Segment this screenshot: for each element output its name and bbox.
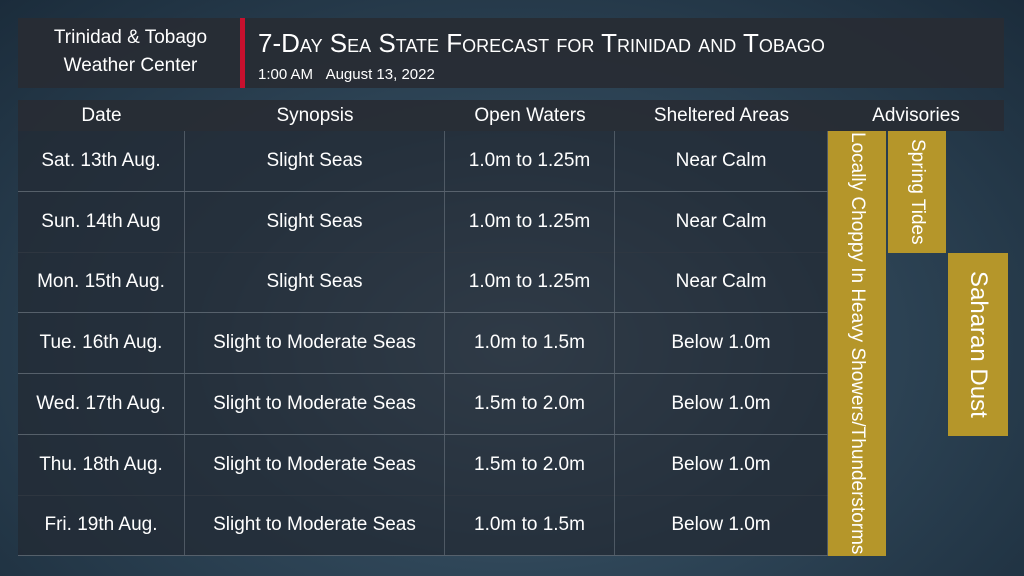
- table-cell: 1.5m to 2.0m: [445, 434, 615, 495]
- table-cell: Slight to Moderate Seas: [185, 313, 445, 374]
- table-cell: Mon. 15th Aug.: [18, 252, 185, 313]
- table-row: Tue. 16th Aug. Slight to Moderate Seas 1.0…: [18, 313, 828, 375]
- column-header: Sheltered Areas: [653, 104, 790, 126]
- table-row: Fri. 19th Aug. Slight to Moderate Seas 1.0…: [18, 495, 828, 557]
- table-header: Date Synopsis Open Waters Sheltered Areas Ad…: [18, 100, 1004, 131]
- table-cell: 1.0m to 1.5m: [445, 313, 615, 374]
- table-cell: Below 1.0m: [615, 373, 828, 434]
- advisory: Spring Tides: [888, 131, 946, 253]
- table-cell: Slight to Moderate Seas: [185, 373, 445, 434]
- table-cell: Wed. 17th Aug.: [18, 373, 185, 434]
- org-line: Trinidad & Tobago: [53, 27, 208, 48]
- table-cell: Below 1.0m: [615, 313, 828, 374]
- table-row: Thu. 18th Aug. Slight to Moderate Seas 1.5…: [18, 434, 828, 496]
- table-row: Wed. 17th Aug. Slight to Moderate Seas 1.5…: [18, 373, 828, 435]
- table-cell: Near Calm: [615, 131, 828, 191]
- table-cell: Near Calm: [615, 191, 828, 252]
- table-cell: Below 1.0m: [615, 495, 828, 556]
- table-cell: Tue. 16th Aug.: [18, 313, 185, 374]
- table-cell: Below 1.0m: [615, 434, 828, 495]
- table-row: Sun. 14th Aug Slight Seas 1.0m to 1.25m Nea…: [18, 191, 828, 253]
- time: 1:00 AM: [258, 66, 314, 83]
- table-cell: Sun. 14th Aug: [18, 191, 185, 252]
- advisory: Locally Choppy In Heavy Showers/Thunders…: [828, 131, 886, 556]
- issued: 1:00 AM August 13, 2022: [258, 66, 435, 83]
- title: 7-Day Sea State Forecast for Trinidad an…: [258, 28, 825, 58]
- table-cell: 1.0m to 1.25m: [445, 191, 615, 252]
- date: August 13, 2022: [325, 66, 435, 83]
- column-header: Synopsis: [276, 104, 354, 126]
- table-cell: Slight Seas: [185, 252, 445, 313]
- advisory: Saharan Dust: [948, 253, 1008, 436]
- divider: [240, 18, 245, 88]
- table-cell: 1.5m to 2.0m: [445, 373, 615, 434]
- table-cell: Slight to Moderate Seas: [185, 434, 445, 495]
- header: Trinidad & Tobago Weather Center 7-Day S…: [18, 18, 1004, 88]
- table-cell: 1.0m to 1.5m: [445, 495, 615, 556]
- table-cell: Sat. 13th Aug.: [18, 131, 185, 191]
- column-header: Open Waters: [474, 104, 586, 126]
- table-cell: Slight Seas: [185, 191, 445, 252]
- table-cell: Thu. 18th Aug.: [18, 434, 185, 495]
- organization: Trinidad & Tobago Weather Center: [18, 24, 243, 80]
- table-cell: Slight Seas: [185, 131, 445, 191]
- table-cell: Slight to Moderate Seas: [185, 495, 445, 556]
- table-cell: 1.0m to 1.25m: [445, 252, 615, 313]
- table-row: Mon. 15th Aug. Slight Seas 1.0m to 1.25m Ne…: [18, 252, 828, 314]
- table-cell: Near Calm: [615, 252, 828, 313]
- column-header: Date: [81, 104, 122, 126]
- table-row: Sat. 13th Aug. Slight Seas 1.0m to 1.25m Ne…: [18, 131, 828, 192]
- column-header: Advisories: [872, 104, 960, 126]
- table-cell: 1.0m to 1.25m: [445, 131, 615, 191]
- table-cell: Fri. 19th Aug.: [18, 495, 185, 556]
- org-line: Weather Center: [63, 55, 198, 76]
